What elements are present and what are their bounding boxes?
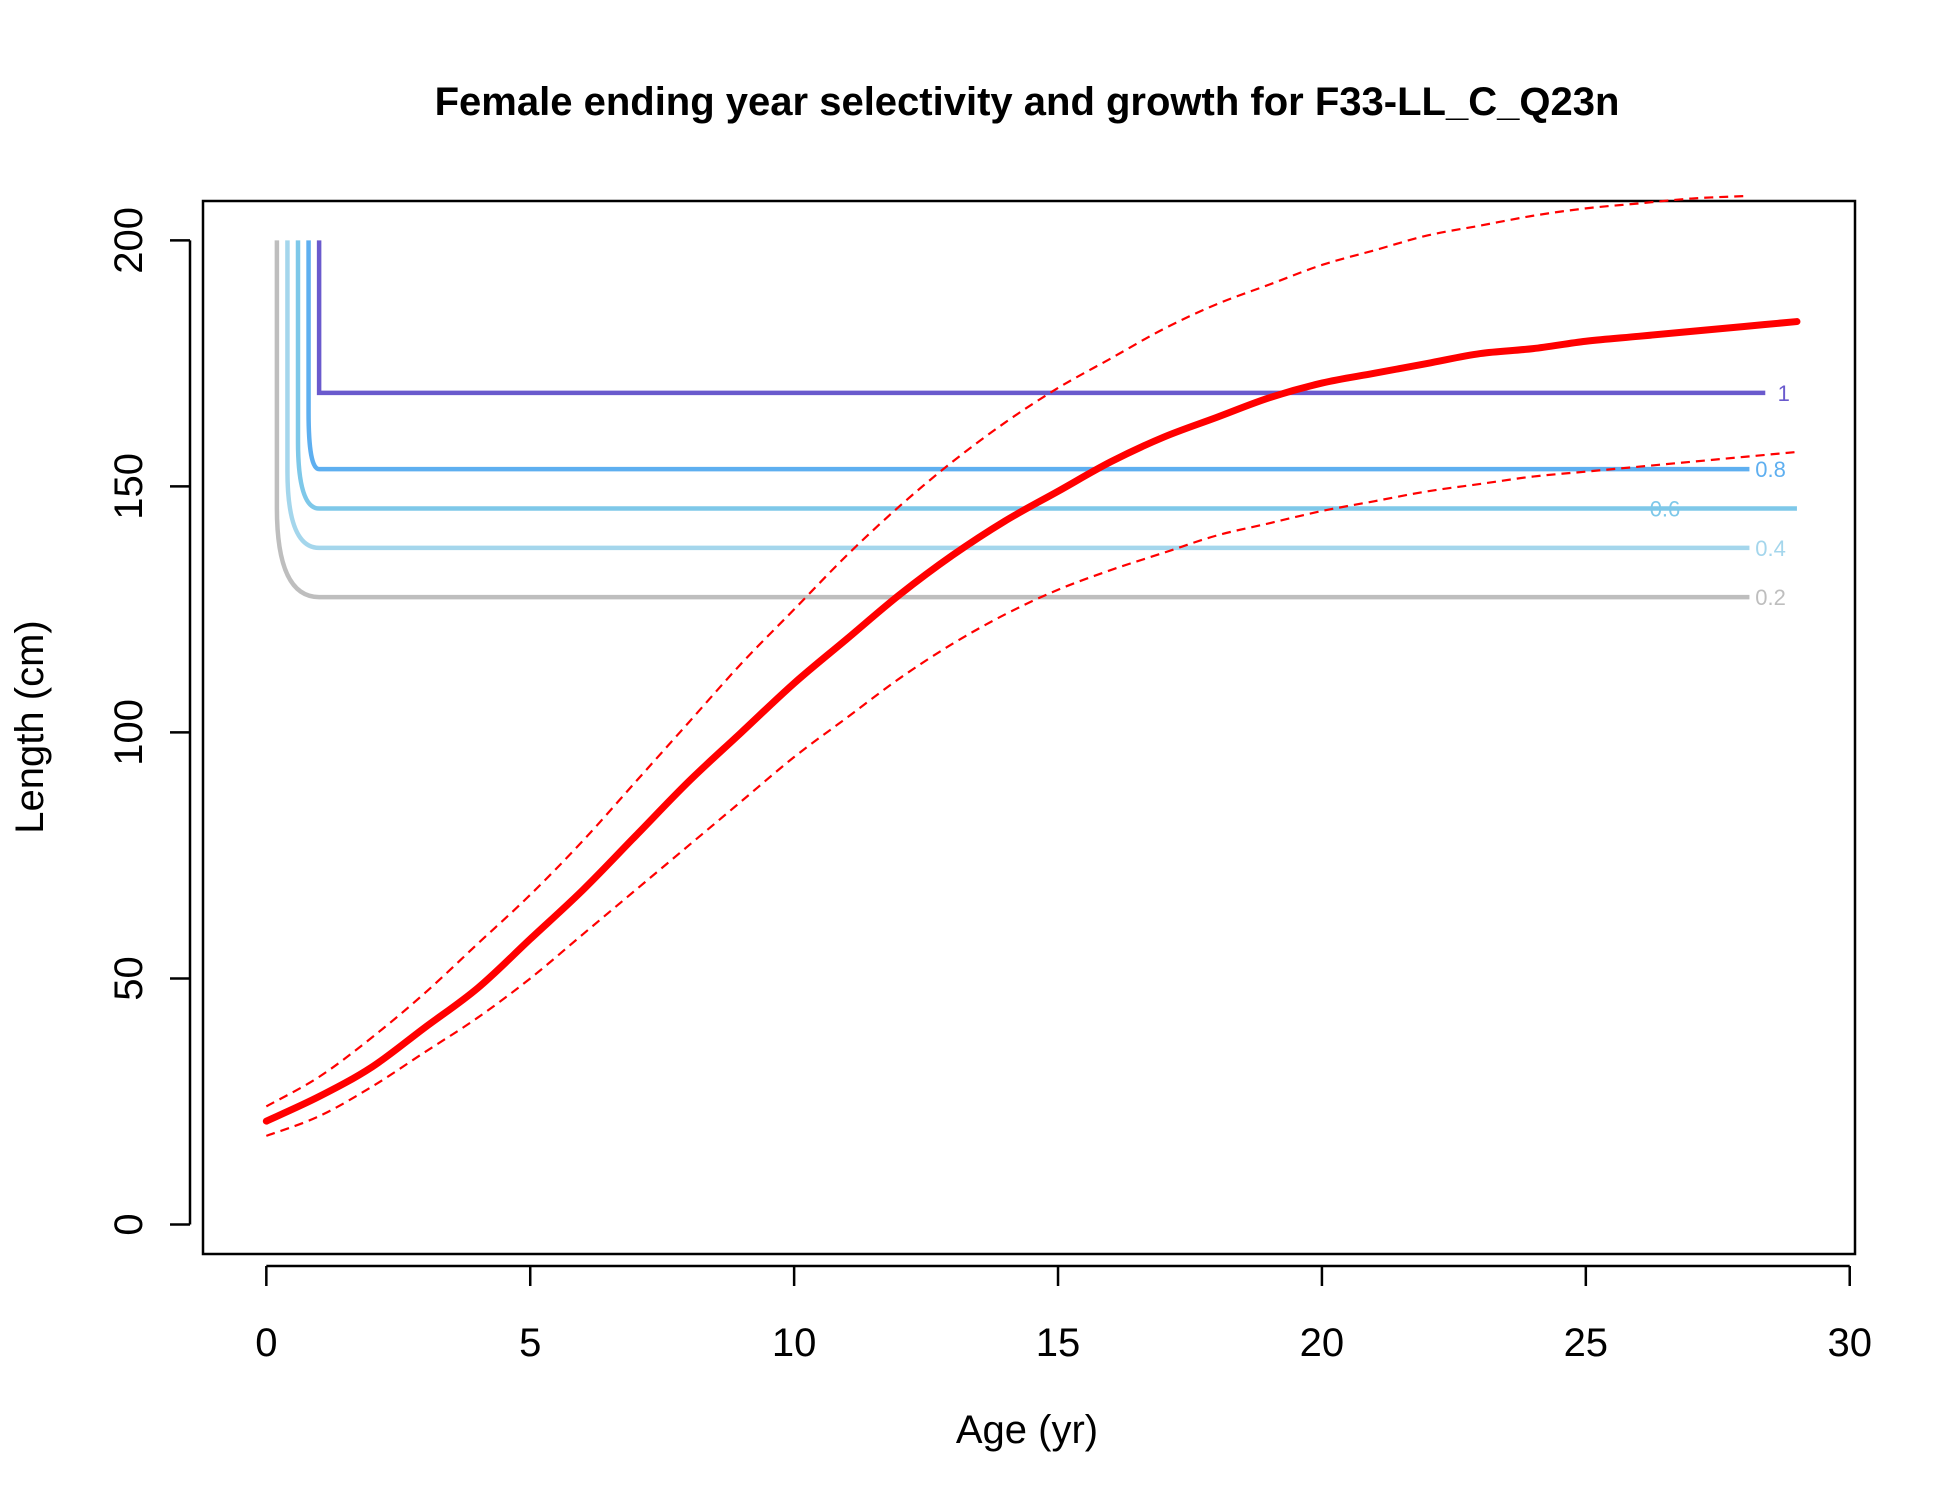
x-tick-label: 15 [1036, 1321, 1081, 1365]
x-axis-label: Age (yr) [956, 1408, 1098, 1452]
contour-label-0-4: 0.4 [1755, 536, 1786, 561]
plot-area-frame [201, 199, 1857, 1256]
y-tick-label: 0 [107, 1213, 151, 1235]
x-tick-label: 25 [1564, 1321, 1609, 1365]
contour-label-0-2: 0.2 [1755, 585, 1786, 610]
y-axis: 0 50 100 150 200 [107, 207, 192, 1236]
y-tick-label: 200 [107, 207, 151, 274]
contour-label-0-8: 0.8 [1755, 457, 1786, 482]
selectivity-contour-0-2 [274, 240, 1750, 600]
y-tick-label: 50 [107, 956, 151, 1001]
x-tick-label: 20 [1300, 1321, 1345, 1365]
growth-curves [262, 194, 1801, 1137]
contour-label-1: 1 [1778, 381, 1790, 406]
contour-label-0-6: 0.6 [1650, 497, 1681, 522]
y-tick-label: 150 [107, 453, 151, 520]
selectivity-contour-0-8 [306, 240, 1750, 472]
x-tick-label: 10 [772, 1321, 817, 1365]
x-axis: 0 5 10 15 20 25 30 [255, 1264, 1872, 1365]
growth-upper-bound-line [265, 194, 1745, 1108]
selectivity-contour-0-6 [295, 240, 1797, 511]
chart-title: Female ending year selectivity and growt… [435, 80, 1620, 124]
y-axis-label: Length (cm) [8, 620, 52, 833]
growth-lower-bound-line [265, 450, 1798, 1137]
x-tick-label: 0 [255, 1321, 277, 1365]
growth-mean-line [262, 318, 1801, 1125]
y-tick-label: 100 [107, 699, 151, 766]
x-tick-label: 30 [1827, 1321, 1872, 1365]
x-tick-label: 5 [519, 1321, 541, 1365]
selectivity-contour-0-4 [285, 240, 1750, 551]
